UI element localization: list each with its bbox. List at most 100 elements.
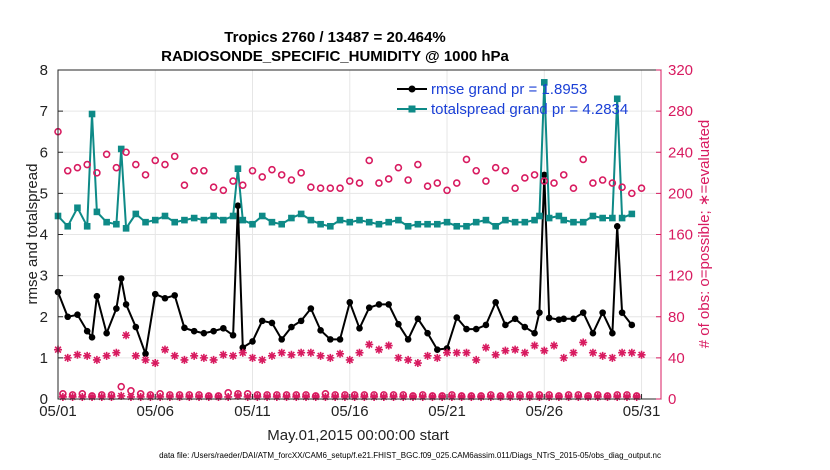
rmse-point [122, 301, 130, 308]
rmse-point [268, 319, 276, 327]
evaluated-obs-point [229, 351, 238, 360]
possible-obs-point [423, 182, 432, 190]
evaluated-obs-point [321, 392, 330, 401]
y2-tick-label: 200 [668, 185, 693, 202]
spread-point [336, 216, 344, 224]
rmse-point [589, 329, 597, 337]
spread-point [64, 222, 72, 230]
series-layer [54, 79, 646, 401]
spread-point [385, 218, 392, 226]
spread-point [545, 214, 553, 222]
possible-obs-point [190, 166, 198, 175]
spread-point [74, 204, 81, 212]
evaluated-obs-point [433, 353, 442, 362]
y2-tick-label: 40 [668, 350, 685, 367]
possible-obs-point [589, 179, 597, 187]
evaluated-obs-point [272, 392, 281, 401]
rmse-point [74, 311, 81, 318]
spread-point [234, 165, 242, 172]
rmse-point [142, 350, 149, 358]
possible-obs-point [141, 171, 150, 179]
possible-obs-point [628, 189, 636, 198]
spread-point [424, 220, 431, 228]
evaluated-obs-point [175, 392, 184, 401]
evaluated-obs-point [438, 392, 447, 401]
spread-point [117, 145, 125, 153]
spread-point [103, 218, 110, 226]
possible-obs-point [117, 382, 126, 391]
y-tick-label: 3 [40, 268, 48, 285]
evaluated-obs-point [574, 392, 583, 401]
evaluated-obs-point [379, 392, 388, 401]
possible-obs-point [433, 179, 442, 187]
y-tick-label: 6 [40, 144, 48, 161]
evaluated-obs-point [477, 392, 486, 401]
rmse-point [375, 301, 383, 308]
rmse-point [181, 324, 188, 332]
rmse-point [93, 292, 101, 300]
evaluated-obs-point [267, 351, 276, 360]
evaluated-obs-point [243, 392, 252, 401]
y-tick-label: 7 [40, 103, 48, 120]
evaluated-obs-point [117, 391, 126, 400]
y2-tick-label: 80 [668, 309, 685, 326]
rmse-point [103, 329, 110, 337]
spread-point [555, 212, 563, 220]
axes: 05/01 05/06 05/11 05/16 05/21 05/26 05/31 0 1 2 3 4… [39, 62, 693, 420]
rmse-point [113, 305, 120, 312]
spread-point [453, 222, 461, 230]
spread-point [618, 214, 626, 222]
possible-obs-point [375, 179, 383, 187]
evaluated-obs-point [92, 355, 101, 364]
evaluated-obs-point [447, 392, 456, 401]
rmse-point [609, 329, 616, 337]
evaluated-obs-point [195, 392, 204, 401]
possible-obs-point [530, 171, 539, 179]
possible-obs-point [482, 177, 490, 185]
x-tick-label: 05/26 [526, 403, 564, 420]
possible-obs-point [73, 163, 82, 172]
possible-obs-point [598, 176, 607, 184]
rmse-point [297, 317, 305, 325]
possible-obs-point [559, 171, 568, 179]
grid [57, 70, 661, 399]
y2-tick-label: 280 [668, 103, 693, 120]
rmse-point [229, 331, 237, 339]
possible-obs-point [83, 160, 91, 169]
possible-obs-point [161, 160, 169, 169]
x-tick-label: 05/06 [136, 403, 174, 420]
rmse-point [210, 327, 217, 335]
evaluated-obs-point [190, 351, 199, 360]
rmse-point [395, 320, 402, 328]
rmse-point [151, 290, 159, 298]
evaluated-obs-point [496, 392, 505, 401]
y-tick-label: 5 [40, 185, 48, 202]
spread-point [220, 216, 227, 224]
y2-tick-label: 160 [668, 227, 693, 244]
evaluated-obs-point [141, 355, 150, 364]
rmse-point [258, 317, 266, 325]
evaluated-obs-point [302, 392, 311, 401]
rmse-point [234, 202, 242, 210]
evaluated-obs-point [58, 392, 67, 401]
spread-point [249, 220, 256, 228]
evaluated-obs-point [554, 392, 563, 401]
evaluated-obs-point [292, 392, 301, 401]
possible-obs-point [316, 184, 325, 193]
spread-point [88, 110, 96, 118]
possible-obs-point [637, 184, 646, 193]
spread-point [502, 216, 509, 224]
spread-point [521, 218, 529, 226]
rmse-point [599, 309, 606, 316]
evaluated-obs-point [399, 392, 408, 401]
rmse-point [414, 315, 422, 323]
rmse-point [555, 316, 563, 323]
possible-obs-point [277, 171, 286, 179]
possible-obs-point [365, 156, 374, 165]
possible-obs-point [608, 179, 617, 187]
x-tick-label: 05/21 [428, 403, 466, 420]
rmse-point [472, 325, 480, 333]
evaluated-obs-point [316, 351, 325, 360]
possible-obs-point [258, 173, 267, 181]
possible-obs-point [112, 163, 121, 172]
